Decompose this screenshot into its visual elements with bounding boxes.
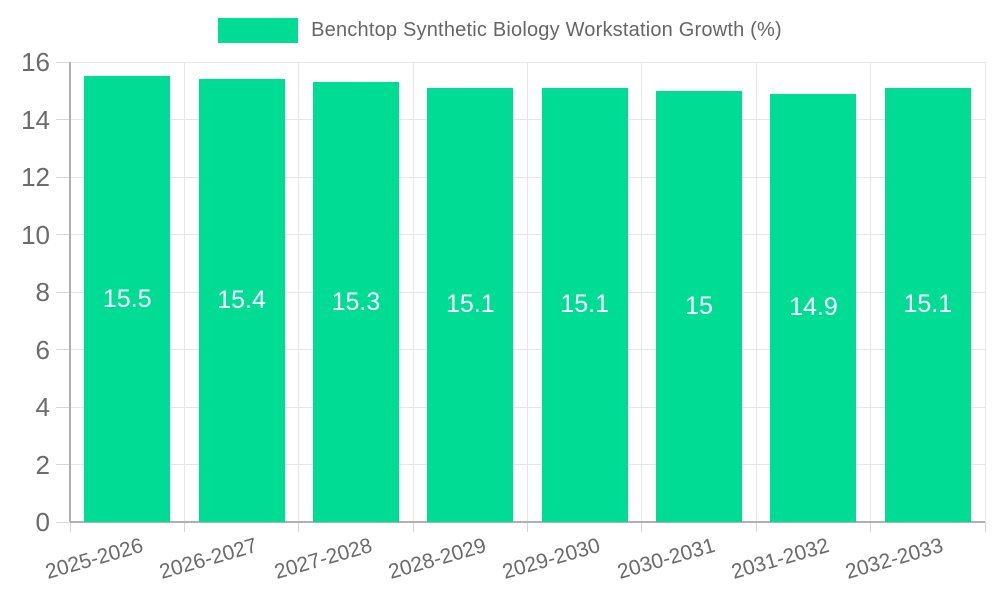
x-tick-label: 2032-2033 [843,534,947,584]
y-tick-label: 10 [21,219,50,250]
y-axis-tick [56,61,70,63]
y-axis-tick [56,234,70,235]
bar: 15.4 [198,79,285,522]
x-tick-label: 2031-2032 [728,534,832,584]
x-tick-label: 2030-2031 [614,534,718,584]
bar-value-label: 15.1 [445,290,495,319]
x-tick-label: 2025-2026 [42,534,146,584]
x-axis-tick [641,522,643,532]
y-tick-label: 14 [21,104,50,135]
x-axis-tick [984,522,986,532]
bar: 15.1 [427,87,514,522]
bar-value-label: 15.5 [102,284,152,313]
y-tick-label: 4 [35,392,50,422]
bar: 15.1 [884,87,971,522]
bar-value-label: 15.1 [560,290,610,319]
legend-label: Benchtop Synthetic Biology Workstation G… [311,19,782,41]
y-axis-tick [56,119,70,120]
gridline-vertical [527,62,528,522]
x-axis-tick [298,522,300,532]
y-axis-tick [56,349,70,350]
legend-swatch [218,18,299,43]
y-axis-tick [56,406,70,408]
bar: 15.5 [84,76,171,522]
y-axis-tick [56,464,70,465]
bar: 15 [656,90,743,522]
x-axis-tick [412,522,414,532]
bar-value-label: 15.4 [217,286,266,315]
y-axis-line [69,62,71,522]
y-tick-label: 16 [21,47,50,77]
x-axis-tick [755,522,757,532]
y-tick-label: 6 [35,334,50,365]
gridline-vertical [641,62,643,522]
bar-value-label: 15.1 [903,290,953,319]
x-tick-label: 2028-2029 [385,534,489,584]
bar: 15.1 [541,87,628,522]
y-tick-label: 12 [21,162,50,192]
x-axis-tick [527,522,528,532]
bar-value-label: 15 [685,291,713,320]
y-tick-label: 8 [35,277,50,307]
y-axis-tick [56,291,70,293]
bar-value-label: 15.3 [331,287,381,316]
bar: 15.3 [312,82,399,522]
x-axis-line [70,521,985,523]
gridline-vertical [984,62,986,522]
gridline-vertical [298,62,300,522]
x-axis-tick [69,522,71,532]
chart-legend[interactable]: Benchtop Synthetic Biology Workstation G… [0,18,1000,43]
x-tick-label: 2029-2030 [500,534,604,584]
y-axis-tick [56,521,70,523]
x-tick-label: 2026-2027 [157,534,260,584]
gridline-vertical [412,62,414,522]
y-tick-label: 2 [35,449,50,480]
x-axis-tick [183,522,185,532]
y-tick-label: 0 [35,507,50,537]
gridline-vertical [870,62,872,522]
y-axis-tick [56,176,70,178]
x-axis-tick [870,522,872,532]
x-tick-label: 2027-2028 [271,534,375,584]
gridline-vertical [183,62,185,522]
bar: 14.9 [770,93,857,522]
bar-value-label: 14.9 [789,293,838,322]
gridline-vertical [755,62,757,522]
